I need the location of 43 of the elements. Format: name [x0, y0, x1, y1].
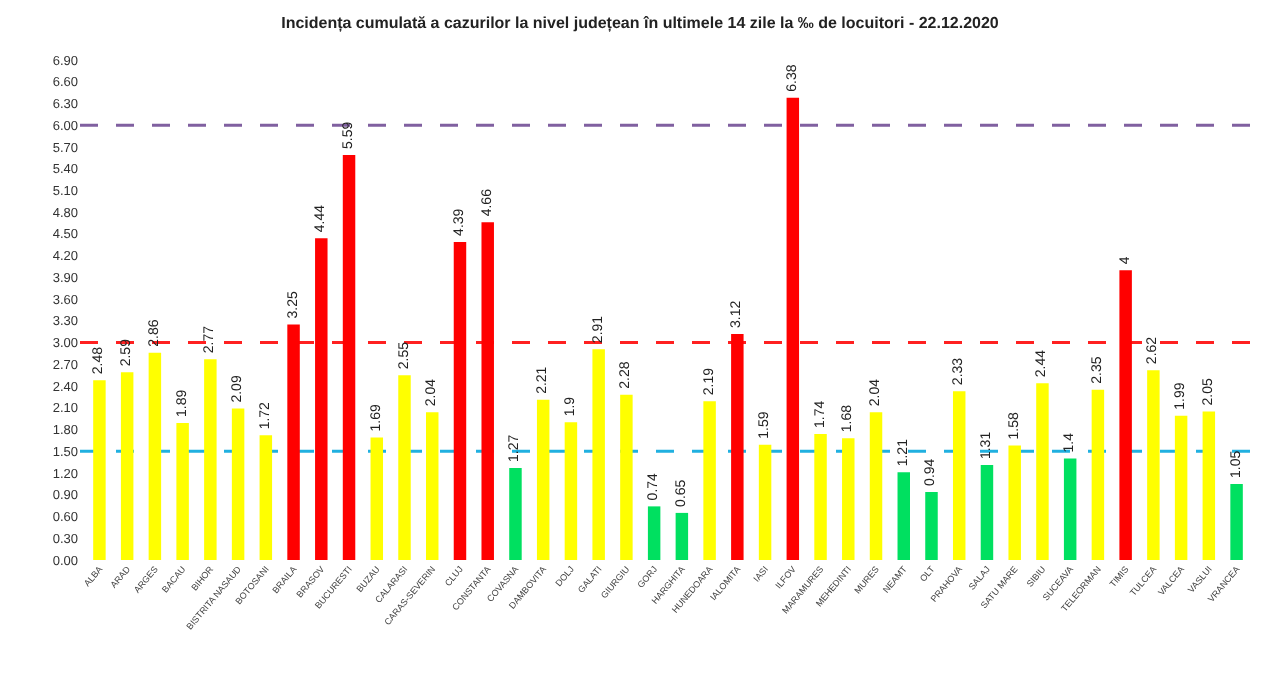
bar	[731, 333, 744, 560]
bar	[564, 422, 578, 560]
bar	[481, 222, 494, 560]
bar	[453, 241, 467, 560]
bar	[675, 512, 689, 560]
bar	[980, 465, 994, 560]
bar	[592, 349, 605, 560]
bar	[370, 437, 384, 560]
bar	[1202, 411, 1216, 560]
bar	[342, 154, 356, 560]
bar	[703, 401, 716, 560]
bar	[536, 399, 550, 560]
bar	[287, 324, 300, 560]
bar	[148, 352, 162, 560]
bar	[786, 97, 800, 560]
bar	[1174, 415, 1188, 560]
bar	[231, 408, 245, 560]
bar	[1063, 458, 1077, 560]
bar	[1119, 270, 1132, 560]
bar	[204, 359, 217, 560]
bar	[398, 375, 411, 560]
bar	[1091, 389, 1105, 560]
bar	[120, 372, 134, 560]
bar	[1036, 383, 1049, 560]
bar	[869, 412, 883, 560]
bar	[93, 380, 106, 560]
bar	[426, 412, 439, 560]
bar	[620, 394, 633, 560]
bar	[842, 438, 855, 560]
bar	[1147, 370, 1160, 560]
bar	[925, 491, 938, 560]
bar	[1230, 483, 1243, 560]
bar	[1008, 445, 1021, 560]
bar	[952, 391, 966, 560]
bar	[814, 433, 827, 560]
bar	[647, 506, 661, 560]
bar	[315, 238, 328, 560]
bar	[897, 472, 910, 560]
bar	[758, 444, 772, 560]
bar	[509, 467, 522, 560]
chart-title: Incidența cumulată a cazurilor la nivel județean în ultimele 14 zile la ‰ de locuitori - 22.12.2020	[281, 14, 1000, 33]
bar	[176, 423, 189, 560]
bar	[259, 435, 273, 560]
